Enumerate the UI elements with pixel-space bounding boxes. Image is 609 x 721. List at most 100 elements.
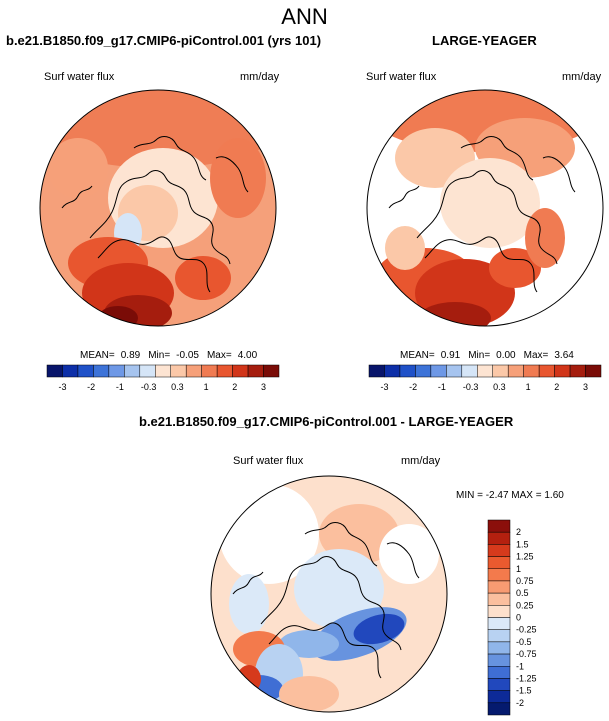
panel-1-map <box>39 89 277 327</box>
colorbar-1-tick-label: 0.3 <box>171 382 184 392</box>
colorbar-3-swatch <box>487 580 511 594</box>
map-1-coastline <box>61 185 93 209</box>
colorbar-3-swatch <box>487 544 511 557</box>
colorbar-3-tick-label: 0.5 <box>516 588 529 598</box>
colorbar-1-swatch <box>46 364 63 378</box>
colorbar-3-tick-label: 1.25 <box>516 552 534 562</box>
colorbar-1-tick-label: -0.3 <box>141 382 157 392</box>
panel-2-max: 3.64 <box>554 350 574 361</box>
colorbar-2-swatch <box>569 364 586 378</box>
colorbar-2-swatch <box>477 364 493 378</box>
colorbar-2-tick-label: -1 <box>438 382 446 392</box>
colorbar-1-tick-label: -2 <box>87 382 95 392</box>
panel-1-variable: Surf water flux <box>44 71 115 83</box>
colorbar-1-swatch <box>170 364 187 378</box>
panel-1-stats: MEAN= 0.89 Min= -0.05 Max= 4.00 <box>80 350 265 361</box>
panel-2-max-label: Max= <box>523 350 549 361</box>
map-1-coastline <box>215 156 249 193</box>
panel-1-title: b.e21.B1850.f09_g17.CMIP6-piControl.001 … <box>6 33 322 48</box>
panel-1-min: -0.05 <box>176 350 199 361</box>
colorbar-1-swatch <box>185 364 202 378</box>
panel-2-min: 0.00 <box>496 350 516 361</box>
colorbar-2-tick-label: -0.3 <box>463 382 479 392</box>
figure-title: ANN <box>281 4 328 29</box>
colorbar-2-tick-label: 1 <box>526 382 531 392</box>
colorbar-1-tick-label: 1 <box>204 382 209 392</box>
map-2-coastline <box>388 185 420 209</box>
colorbar-2-swatch <box>399 364 416 378</box>
colorbar-3-swatch <box>487 653 511 667</box>
colorbar-3-tick-label: -1 <box>516 661 524 671</box>
map-1-coastline <box>133 136 207 181</box>
colorbar-3-swatch <box>487 531 511 545</box>
map-1-field <box>40 90 276 326</box>
colorbar-3-tick-label: 1 <box>516 564 521 574</box>
colorbar-2-swatch <box>446 364 463 378</box>
map-1-region <box>98 306 138 326</box>
colorbar-1-swatch <box>216 364 233 378</box>
map-2-region <box>525 208 565 268</box>
colorbar-1-swatch <box>155 364 171 378</box>
panel-3-stats: MIN = -2.47 MAX = 1.60 <box>456 490 564 501</box>
map-2-region <box>489 248 541 288</box>
map-3-region <box>279 676 339 712</box>
colorbar-2-swatch <box>492 364 509 378</box>
colorbar-2-swatch <box>415 364 432 378</box>
panel-2-stats: MEAN= 0.91 Min= 0.00 Max= 3.64 <box>400 350 582 361</box>
colorbar-1-swatch <box>93 364 110 378</box>
colorbar-2-swatch <box>368 364 385 378</box>
map-3-boundary <box>210 475 448 713</box>
map-2-coastline <box>542 156 576 193</box>
panel-2-units: mm/day <box>562 71 602 83</box>
colorbar-2-tick-label: 0.3 <box>493 382 506 392</box>
map-2-field <box>367 90 603 326</box>
map-2-coastline <box>424 236 538 293</box>
colorbar-3-swatch <box>487 641 511 655</box>
colorbar-2-swatch <box>461 364 478 378</box>
map-3-region <box>353 613 405 645</box>
colorbar-3-swatch <box>487 519 511 533</box>
map-3-region <box>294 549 384 629</box>
colorbar-1-tick-label: -1 <box>116 382 124 392</box>
colorbar-3-swatch <box>487 556 511 569</box>
map-1-region <box>48 138 108 198</box>
colorbar-1-swatch <box>247 364 264 378</box>
colorbar-1-swatch <box>139 364 156 378</box>
colorbar-2-tick-label: -3 <box>380 382 388 392</box>
map-3-region <box>237 665 261 693</box>
map-1-boundary <box>39 89 277 327</box>
colorbar-3-swatch <box>487 702 511 716</box>
panel-2-map <box>366 89 604 327</box>
map-1-region <box>175 256 231 300</box>
colorbar-1-swatch <box>62 364 79 378</box>
colorbar-2-swatch <box>538 364 555 378</box>
panel-3-units: mm/day <box>401 455 441 467</box>
colorbar-3-tick-label: 0.25 <box>516 600 534 610</box>
colorbar-2-tick-label: 2 <box>554 382 559 392</box>
map-3-field <box>211 476 447 712</box>
panel-3-variable: Surf water flux <box>233 455 304 467</box>
panel-3-map <box>210 475 448 713</box>
colorbar-1-swatch <box>232 364 249 378</box>
colorbar-2-swatch <box>384 364 401 378</box>
colorbar-3-tick-label: -0.25 <box>516 625 537 635</box>
colorbar-3-swatch <box>487 629 511 643</box>
map-2-boundary <box>366 89 604 327</box>
panel-1-units: mm/day <box>240 71 280 83</box>
map-3-coastline <box>232 571 264 595</box>
panel-2-colorbar: -3 -2 -1 -0.3 0.3 1 2 3 <box>368 364 602 392</box>
colorbar-1-swatch <box>108 364 125 378</box>
map-1-region <box>210 138 266 218</box>
panel-2-min-label: Min= <box>468 350 491 361</box>
colorbar-3-swatch <box>487 678 511 691</box>
colorbar-2-swatch <box>523 364 540 378</box>
colorbar-1-swatch <box>263 364 280 378</box>
colorbar-3-tick-label: -0.5 <box>516 637 532 647</box>
map-1-coastline <box>97 236 211 293</box>
panel-1-min-label: Min= <box>148 350 171 361</box>
colorbar-1-swatch <box>77 364 94 378</box>
map-1-coastline <box>89 170 231 265</box>
colorbar-3-tick-label: -2 <box>516 698 524 708</box>
colorbar-3-tick-label: -1.25 <box>516 673 537 683</box>
panel-1-mean-label: MEAN= <box>80 350 115 361</box>
